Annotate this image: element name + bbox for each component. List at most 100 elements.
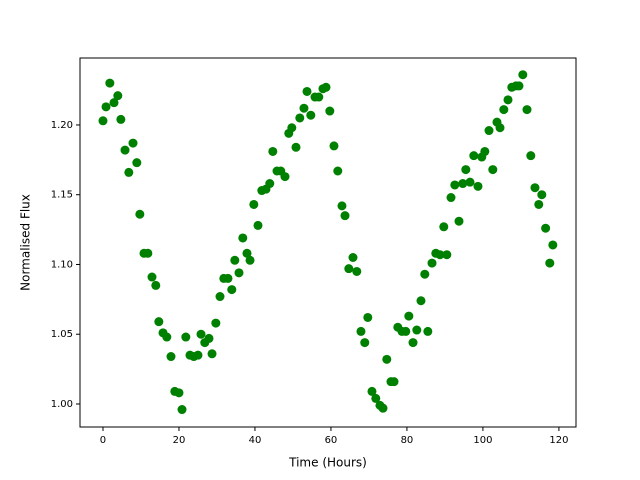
data-point: [378, 403, 388, 413]
data-point: [116, 114, 126, 124]
data-point: [495, 123, 505, 133]
y-tick-label: 1.05: [51, 329, 73, 340]
x-tick-label: 60: [325, 435, 338, 446]
data-point: [534, 199, 544, 209]
plot-frame: [79, 57, 577, 428]
data-point: [302, 86, 312, 96]
y-tick-label: 1.15: [51, 190, 73, 201]
data-point: [427, 258, 437, 268]
data-point: [196, 329, 206, 339]
data-point: [382, 354, 392, 364]
data-point: [367, 386, 377, 396]
data-point: [113, 91, 123, 101]
data-point: [465, 177, 475, 187]
data-point: [143, 248, 153, 258]
data-point: [265, 179, 275, 189]
data-point: [223, 273, 233, 283]
x-tick-label: 100: [473, 435, 492, 446]
data-point: [166, 352, 176, 362]
data-point: [363, 312, 373, 322]
data-point: [435, 250, 445, 260]
data-point: [416, 296, 426, 306]
data-point: [348, 252, 358, 262]
data-point: [329, 141, 339, 151]
x-tick-label: 40: [249, 435, 262, 446]
data-point: [204, 333, 214, 343]
y-axis-label: Normalised Flux: [19, 194, 33, 291]
y-tick-label: 1.10: [51, 259, 73, 270]
data-point: [230, 255, 240, 265]
data-point: [132, 158, 142, 168]
data-point: [135, 209, 145, 219]
data-point: [337, 201, 347, 211]
data-point: [450, 180, 460, 190]
data-point: [193, 350, 203, 360]
data-point: [412, 325, 422, 335]
y-tick-label: 1.00: [51, 399, 73, 410]
data-point: [325, 106, 335, 116]
data-point: [268, 146, 278, 156]
x-axis-label: Time (Hours): [288, 456, 367, 470]
data-point: [344, 264, 354, 274]
data-point: [514, 81, 524, 91]
data-point: [120, 145, 130, 155]
data-point: [124, 167, 134, 177]
data-point: [109, 98, 119, 108]
data-point: [439, 222, 449, 232]
data-point: [423, 326, 433, 336]
data-point: [128, 138, 138, 148]
data-point: [147, 272, 157, 282]
data-point: [299, 103, 309, 113]
data-point: [162, 332, 172, 342]
data-point: [181, 332, 191, 342]
x-tick-label: 80: [401, 435, 414, 446]
data-point: [473, 181, 483, 191]
data-point: [177, 405, 187, 415]
data-point: [249, 199, 259, 209]
data-point: [333, 166, 343, 176]
data-point: [151, 280, 161, 290]
data-point: [207, 349, 217, 359]
data-point: [545, 258, 555, 268]
x-tick-label: 0: [100, 435, 106, 446]
data-point: [242, 248, 252, 258]
x-tick-label: 120: [549, 435, 568, 446]
data-point: [503, 95, 513, 105]
data-point: [537, 190, 547, 200]
data-point: [154, 317, 164, 327]
data-point: [227, 285, 237, 295]
data-point: [454, 216, 464, 226]
data-point: [480, 146, 490, 156]
data-point: [98, 116, 108, 126]
data-point: [499, 105, 509, 115]
data-point: [360, 338, 370, 348]
data-point: [295, 113, 305, 123]
data-point: [105, 78, 115, 88]
data-point: [526, 151, 536, 161]
data-point: [548, 240, 558, 250]
data-point: [238, 233, 248, 243]
data-point: [340, 211, 350, 221]
data-point: [291, 142, 301, 152]
data-point: [314, 92, 324, 102]
data-point: [484, 126, 494, 136]
data-point: [280, 172, 290, 182]
data-point: [101, 102, 111, 112]
data-point: [321, 82, 331, 92]
data-point: [522, 105, 532, 115]
data-point: [253, 220, 263, 230]
data-point: [356, 326, 366, 336]
data-point: [211, 318, 221, 328]
data-point: [245, 255, 255, 265]
data-point: [389, 377, 399, 387]
data-point: [518, 70, 528, 80]
data-point: [446, 193, 456, 203]
data-point: [442, 250, 452, 260]
data-point: [530, 183, 540, 193]
data-point: [488, 165, 498, 175]
data-point: [215, 292, 225, 302]
data-point: [404, 311, 414, 321]
data-point: [408, 338, 418, 348]
